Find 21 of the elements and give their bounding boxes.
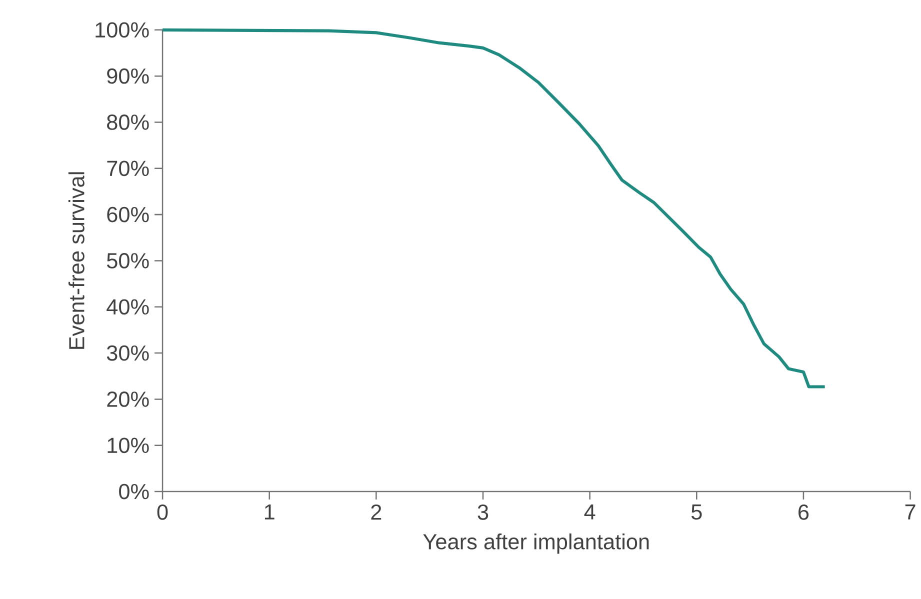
x-tick-label: 5 (691, 504, 702, 520)
y-tick-label: 70% (107, 160, 149, 176)
x-tick-label: 1 (264, 504, 274, 520)
y-tick-label: 60% (107, 206, 149, 222)
x-tick-label: 7 (905, 504, 916, 520)
y-tick-label: 40% (106, 299, 149, 314)
y-tick-label: 10% (108, 438, 149, 453)
y-tick-label: 50% (106, 252, 149, 268)
y-tick-label: 0% (119, 484, 149, 500)
x-tick-label: 3 (478, 504, 488, 520)
x-tick-label: 4 (584, 504, 596, 520)
y-tick-label: 30% (106, 345, 149, 361)
y-tick-label: 100% (96, 22, 149, 38)
y-tick-label: 90% (107, 68, 149, 84)
x-axis-title: Years after implantation (423, 533, 649, 554)
y-axis-title: Event-free survival (68, 172, 84, 349)
x-tick-label: 6 (798, 504, 809, 520)
y-tick-label: 80% (107, 114, 149, 130)
x-tick-label: 0 (157, 504, 168, 520)
x-tick-label: 2 (371, 504, 382, 520)
y-tick-label: 20% (107, 391, 149, 407)
